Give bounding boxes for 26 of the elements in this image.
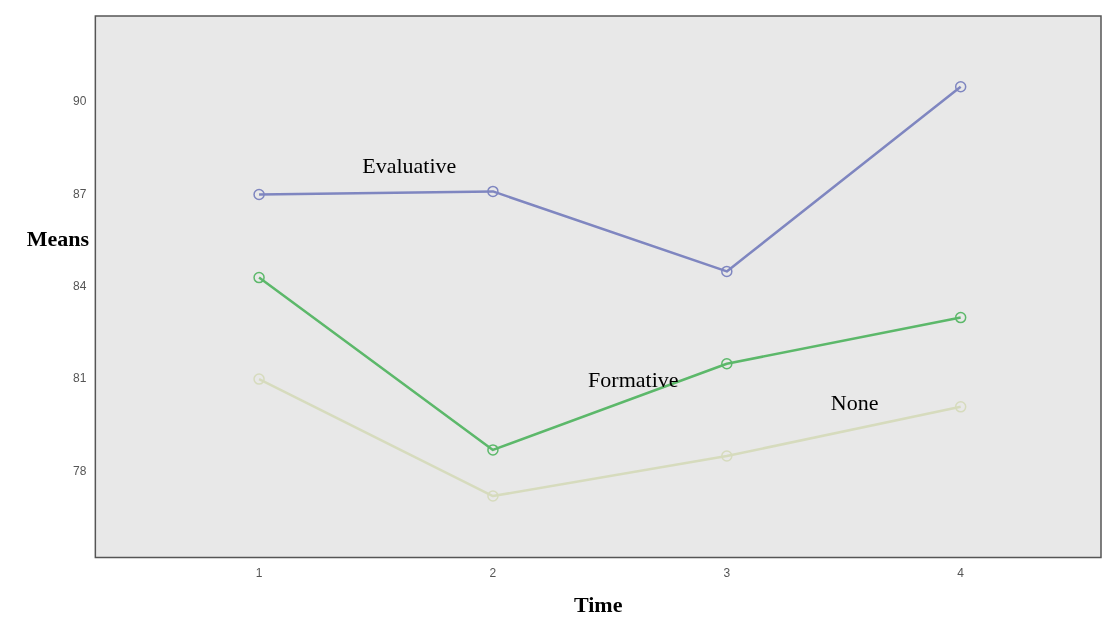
point: [487, 185, 499, 198]
y-tick-label: 81: [72, 371, 87, 386]
point: [721, 265, 733, 278]
point: [721, 357, 733, 370]
point: [954, 401, 967, 413]
point: [253, 271, 265, 284]
series-label: Evaluative: [362, 152, 457, 178]
y-tick-label: 78: [72, 463, 87, 478]
y-tick-label: 84: [72, 279, 87, 294]
x-axis-title: Time: [573, 591, 623, 617]
point: [954, 311, 967, 324]
point: [954, 81, 967, 93]
y-tick-label: 90: [72, 94, 87, 109]
point: [487, 444, 499, 456]
series-label: Formative: [588, 367, 679, 393]
point: [253, 188, 265, 201]
x-tick-label: 4: [957, 566, 965, 581]
y-tick-label: 87: [72, 186, 87, 201]
x-tick-label: 1: [255, 566, 263, 581]
x-tick-label: 3: [723, 566, 731, 581]
x-tick-label: 2: [489, 566, 497, 581]
y-axis-title: Means: [26, 226, 90, 252]
point: [487, 490, 499, 502]
series-label: None: [830, 389, 879, 415]
point: [721, 450, 733, 462]
point: [253, 373, 265, 385]
